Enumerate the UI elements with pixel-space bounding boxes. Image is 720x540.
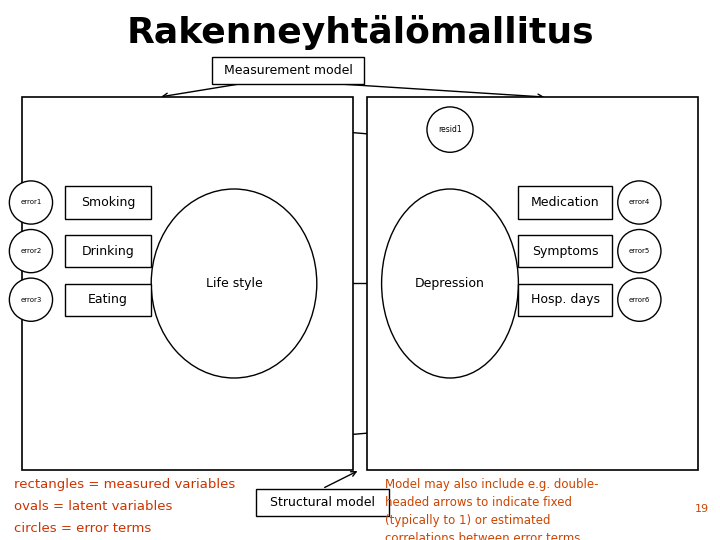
Bar <box>65 284 151 316</box>
Ellipse shape <box>618 230 661 273</box>
Text: Smoking: Smoking <box>81 196 135 209</box>
Ellipse shape <box>9 230 53 273</box>
Bar <box>212 57 364 84</box>
Text: error3: error3 <box>20 296 42 303</box>
Bar <box>65 235 151 267</box>
Text: rectangles = measured variables
ovals = latent variables
circles = error terms: rectangles = measured variables ovals = … <box>14 478 235 535</box>
Text: resid1: resid1 <box>438 125 462 134</box>
Text: error5: error5 <box>629 248 650 254</box>
Bar <box>518 186 612 219</box>
Bar <box>65 186 151 219</box>
Ellipse shape <box>151 189 317 378</box>
Text: Model may also include e.g. double-
headed arrows to indicate fixed
(typically t: Model may also include e.g. double- head… <box>385 478 599 540</box>
Text: 19: 19 <box>695 504 709 514</box>
Bar <box>367 97 698 470</box>
Ellipse shape <box>382 189 518 378</box>
Bar <box>22 97 353 470</box>
Text: Drinking: Drinking <box>81 245 135 258</box>
Text: Rakenneyhtälömallitus: Rakenneyhtälömallitus <box>126 15 594 50</box>
Text: error1: error1 <box>20 199 42 206</box>
Ellipse shape <box>618 181 661 224</box>
Text: Hosp. days: Hosp. days <box>531 293 600 306</box>
Bar <box>256 489 389 516</box>
Ellipse shape <box>9 181 53 224</box>
Text: Structural model: Structural model <box>270 496 374 509</box>
Text: Medication: Medication <box>531 196 600 209</box>
Text: error6: error6 <box>629 296 650 303</box>
Ellipse shape <box>618 278 661 321</box>
Ellipse shape <box>9 278 53 321</box>
Ellipse shape <box>427 107 473 152</box>
Bar <box>518 235 612 267</box>
Text: Measurement model: Measurement model <box>224 64 352 77</box>
Text: Life style: Life style <box>206 277 262 290</box>
Text: error2: error2 <box>20 248 42 254</box>
Bar <box>518 284 612 316</box>
Text: Eating: Eating <box>88 293 128 306</box>
Text: error4: error4 <box>629 199 650 206</box>
Text: Depression: Depression <box>415 277 485 290</box>
Text: Symptoms: Symptoms <box>532 245 598 258</box>
